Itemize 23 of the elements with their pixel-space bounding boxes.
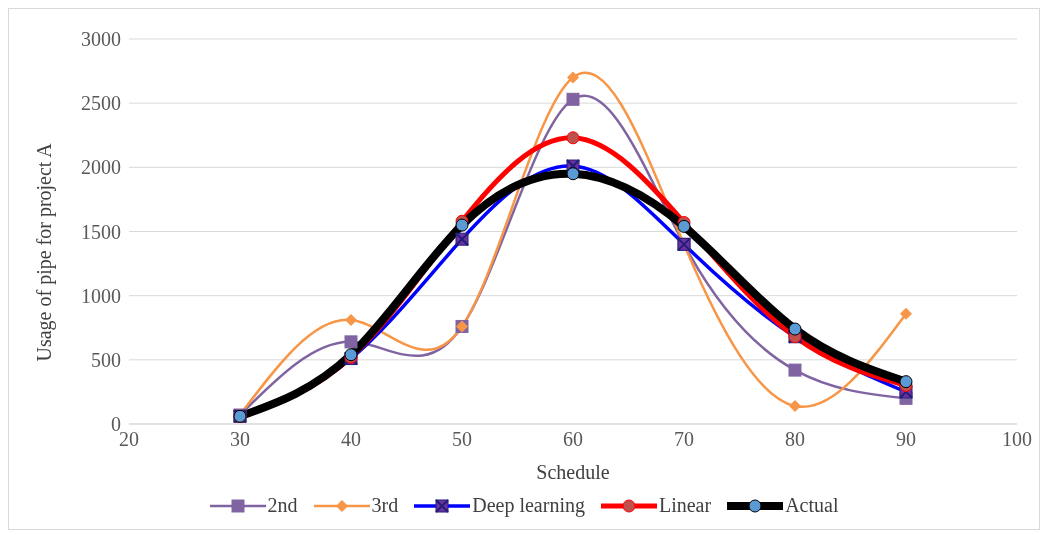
x-tick-label: 90 (896, 428, 916, 451)
x-tick-label: 100 (1002, 428, 1032, 451)
y-axis-title: Usage of pipe for project A (33, 142, 57, 362)
y-tick-label: 500 (91, 348, 121, 371)
y-tick-label: 2500 (81, 92, 121, 115)
legend-label: Actual (784, 494, 839, 517)
x-tick-label: 30 (230, 428, 250, 451)
legend-label: 3rd (370, 494, 399, 517)
x-tick-label: 40 (341, 428, 361, 451)
y-tick-label: 3000 (81, 28, 121, 51)
legend-label: 2nd (266, 494, 298, 517)
x-tick-label: 80 (785, 428, 805, 451)
x-tick-label: 20 (119, 428, 139, 451)
y-tick-label: 0 (111, 413, 121, 436)
legend-label: Linear (657, 494, 712, 517)
legend-label: Deep learning (471, 494, 585, 517)
x-tick-label: 60 (563, 428, 583, 451)
y-tick-label: 1000 (81, 284, 121, 307)
x-axis-title: Schedule (536, 461, 610, 483)
y-tick-label: 2000 (81, 156, 121, 179)
x-tick-label: 50 (452, 428, 472, 451)
x-tick-label: 70 (674, 428, 694, 451)
y-tick-label: 1500 (81, 220, 121, 243)
